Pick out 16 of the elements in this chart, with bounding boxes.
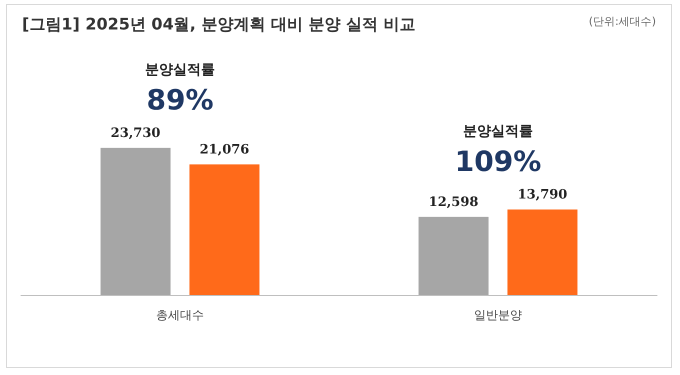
bar — [189, 164, 260, 295]
text: 분양실적률 — [463, 124, 533, 140]
text: 89% — [146, 83, 214, 116]
x-tick-label: 일반분양 — [474, 308, 522, 322]
data-label: 12,598 — [428, 194, 478, 210]
data-label: 21,076 — [200, 142, 250, 158]
bar — [418, 216, 489, 295]
data-label: 23,730 — [110, 126, 160, 141]
x-tick-label: 총세대수 — [156, 308, 204, 322]
text: 분양실적률 — [145, 62, 215, 78]
annotation: 109% — [454, 145, 542, 178]
chart-title: [그림1] 2025년 04월, 분양계획 대비 분양 실적 비교 — [22, 14, 416, 34]
bar — [507, 210, 578, 295]
chart-subtitle: (단위:세대수) — [588, 15, 656, 28]
data-label: 13,790 — [518, 188, 568, 202]
bar — [100, 148, 171, 295]
